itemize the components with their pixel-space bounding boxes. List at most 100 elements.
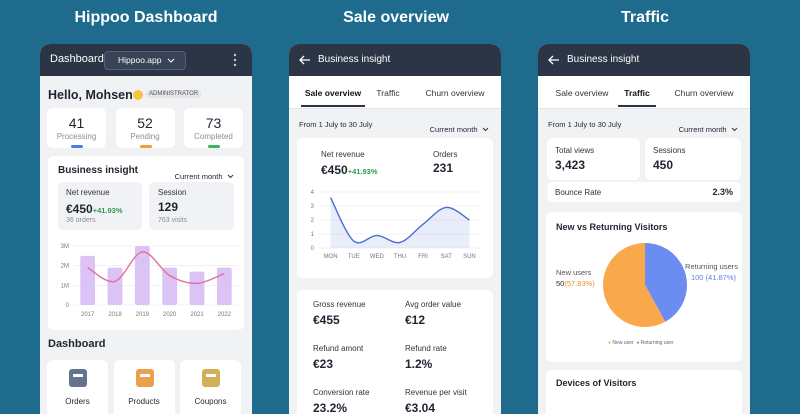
revenue-chart: 0 1M 2M 3M 2017 2018 2019 2020 2021 2022 bbox=[61, 244, 238, 318]
metric-value: €450 bbox=[66, 202, 93, 216]
icon-shape bbox=[73, 374, 83, 377]
insight-card: Business insight Current month Net reven… bbox=[48, 156, 244, 330]
stat-label: Completed bbox=[194, 132, 233, 141]
menu-button[interactable] bbox=[232, 53, 238, 67]
line bbox=[329, 197, 470, 244]
line bbox=[87, 251, 225, 285]
metric-label: Gross revenue bbox=[313, 300, 366, 309]
header-title: Business insight bbox=[567, 54, 640, 65]
date-range: From 1 July to 30 July bbox=[548, 120, 622, 129]
app-header: Dashboard Hippoo.app bbox=[40, 44, 252, 76]
stat-label: Processing bbox=[56, 132, 97, 141]
tab[interactable]: Sale overview bbox=[555, 88, 609, 98]
x-tick-label: 2020 bbox=[163, 312, 177, 318]
y-tick-label: 3 bbox=[311, 204, 315, 210]
tab[interactable]: Traffic bbox=[376, 88, 400, 98]
stat-card: 41 Processing bbox=[47, 108, 106, 148]
metric-note: 36 orders bbox=[66, 217, 96, 224]
icon-shape bbox=[69, 369, 87, 387]
phone-sale-overview: Business insight Sale overview Traffic Chu… bbox=[289, 44, 501, 414]
header-title: Business insight bbox=[318, 54, 391, 65]
back-button[interactable] bbox=[299, 55, 311, 65]
legend-entry: Returning user bbox=[640, 340, 674, 346]
metric-value: 231 bbox=[433, 161, 454, 175]
screen-title: Sale overview bbox=[343, 9, 449, 26]
tab[interactable]: Churn overview bbox=[674, 88, 734, 98]
metric-label: Session bbox=[158, 188, 187, 197]
shortcut-label: Coupons bbox=[194, 397, 227, 406]
period-select[interactable]: Current month bbox=[430, 119, 489, 137]
ui-path bbox=[299, 55, 310, 65]
slice-name: New users bbox=[556, 268, 592, 277]
stat-card: 52 Pending bbox=[115, 108, 175, 148]
y-tick-label: 2M bbox=[61, 264, 69, 270]
chevron bbox=[731, 127, 738, 132]
slice-name: Returning users bbox=[685, 262, 738, 271]
page-body: Hippoo Dashboard Sale overview Traffic D… bbox=[40, 9, 750, 414]
ui-path bbox=[731, 127, 738, 132]
shortcut-label: Orders bbox=[65, 397, 90, 406]
period-select[interactable]: Current month bbox=[175, 166, 234, 184]
shortcut-label: Products bbox=[128, 397, 160, 406]
y-tick-label: 2 bbox=[311, 218, 315, 224]
metric-box: Session 129 763 visits bbox=[149, 182, 234, 230]
tab-indicator bbox=[301, 105, 365, 107]
y-tick-label: 0 bbox=[311, 246, 315, 252]
stat-card: 73 Completed bbox=[184, 108, 243, 148]
metric-value: €23 bbox=[313, 357, 334, 371]
x-tick-label: THU bbox=[394, 254, 406, 260]
bounce-card: Bounce Rate 2.3% bbox=[547, 182, 741, 202]
pie-slice bbox=[645, 243, 687, 322]
screen-title: Hippoo Dashboard bbox=[74, 9, 218, 26]
tab[interactable]: Sale overview bbox=[304, 88, 362, 98]
stat-bar bbox=[71, 145, 83, 148]
shortcut-card[interactable]: Coupons bbox=[180, 360, 241, 414]
slice-value: 100 (41.87%) bbox=[691, 273, 736, 282]
section-title: Dashboard bbox=[48, 338, 106, 350]
bar bbox=[107, 267, 123, 305]
tab[interactable]: Churn overview bbox=[425, 88, 485, 98]
metric-row: €450+41.93% bbox=[66, 200, 123, 218]
workspace-name: Hippoo.app bbox=[118, 55, 162, 65]
tab[interactable]: Traffic bbox=[624, 88, 650, 98]
x-tick-label: SUN bbox=[463, 254, 476, 260]
icon-shape bbox=[206, 374, 216, 377]
ui-circle bbox=[233, 58, 237, 62]
ui-circle bbox=[133, 90, 143, 100]
stat-bar bbox=[139, 145, 152, 148]
page: Hippoo {"screens": [ {"title": "Hippoo D… bbox=[40, 9, 750, 414]
y-tick-label: 1M bbox=[61, 283, 69, 289]
y-tick-label: 1 bbox=[311, 232, 315, 238]
greeting: Hello, Mohsen bbox=[48, 88, 133, 102]
metric-label: Revenue per visit bbox=[405, 388, 467, 397]
date-range: From 1 July to 30 July bbox=[299, 120, 373, 129]
wave-icon bbox=[133, 90, 143, 100]
role-badge: ADMINISTRATOR bbox=[146, 90, 202, 98]
icon-shape bbox=[202, 369, 220, 387]
stat-label: Sessions bbox=[653, 146, 686, 155]
bar bbox=[80, 255, 96, 305]
metrics-card: Gross revenue €455 Avg order value €12 Refun… bbox=[297, 290, 493, 414]
slice-percent: (57.83%) bbox=[564, 279, 595, 288]
period-select[interactable]: Current month bbox=[679, 119, 738, 137]
tab-bar: Sale overview Traffic Churn overview bbox=[538, 76, 750, 109]
x-tick-label: MON bbox=[324, 254, 338, 260]
metric-note: 763 visits bbox=[158, 217, 188, 224]
screen-title: Traffic bbox=[620, 9, 669, 26]
card-title: New vs Returning Visitors bbox=[556, 222, 668, 232]
phone-traffic: Business insight Sale overview Traffic Chu… bbox=[538, 44, 750, 414]
back-button[interactable] bbox=[548, 55, 560, 65]
stat-value: 73 bbox=[205, 115, 222, 131]
workspace-select[interactable]: Hippoo.app bbox=[104, 51, 186, 70]
shortcut-card[interactable]: Products bbox=[113, 360, 175, 414]
ui-path bbox=[548, 55, 559, 65]
line-area bbox=[330, 197, 470, 248]
slice-percent: (41.87%) bbox=[705, 273, 736, 282]
shortcut-card[interactable]: Orders bbox=[47, 360, 108, 414]
period: Current month bbox=[678, 125, 727, 134]
metric-row: €450+41.93% bbox=[321, 161, 378, 179]
card-title: Devices of Visitors bbox=[556, 378, 637, 388]
slice-count: 100 bbox=[690, 273, 704, 282]
metric-value: €12 bbox=[405, 313, 426, 327]
period: Current month bbox=[429, 125, 478, 134]
